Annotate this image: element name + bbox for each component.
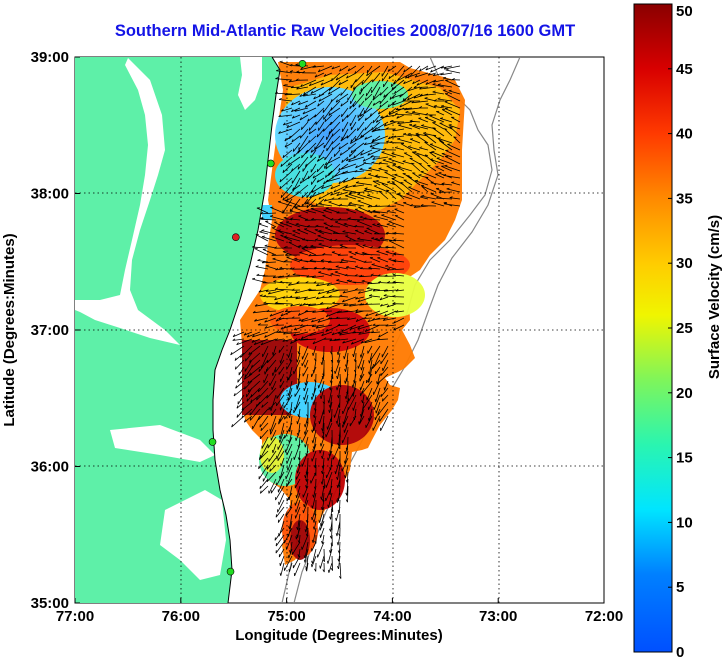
colorbar-tick-label: 40 [676,126,693,143]
delaware-bay [238,57,262,110]
colorbar-ticks: 0 5 10 15 20 25 30 35 40 45 50 [668,3,693,659]
x-tick-label: 73:00 [479,608,517,625]
chesapeake-bay [75,58,180,345]
radar-site-marker [208,438,217,446]
vector-arrows [230,60,461,579]
grid-lines [75,57,604,603]
x-tick-label: 77:00 [56,608,94,625]
x-tick-label: 72:00 [585,608,623,625]
colorbar-tick-label: 15 [676,450,693,467]
y-tick-label: 38:00 [31,186,69,203]
y-tick-label: 36:00 [31,459,69,476]
radar-site-marker [232,233,240,241]
colorbar-label: Surface Velocity (cm/s) [706,215,723,379]
x-tick-label: 76:00 [162,608,200,625]
y-tick-label: 39:00 [31,49,69,66]
radar-site-marker [226,567,235,576]
x-axis-ticks: 77:00 76:00 75:00 74:00 73:00 72:00 [56,598,623,625]
colorbar-tick-label: 10 [676,514,693,531]
y-tick-label: 35:00 [31,595,69,612]
colorbar-tick-label: 35 [676,190,693,207]
pamlico-sound [160,490,226,580]
radar-site-marker [298,60,307,68]
colorbar-tick-label: 20 [676,385,693,402]
y-axis-label: Latitude (Degrees:Minutes) [1,233,18,426]
x-axis-label: Longitude (Degrees:Minutes) [235,627,443,644]
albemarle-sound [110,425,215,462]
colorbar-tick-label: 45 [676,61,693,78]
coastline [212,57,281,603]
land-mass [75,57,280,603]
radar-sites [208,60,307,576]
colorbar [633,3,673,653]
y-axis-ticks: 35:00 36:00 37:00 38:00 39:00 [31,49,80,612]
x-tick-label: 75:00 [267,608,305,625]
map-title: Southern Mid-Atlantic Raw Velocities 200… [114,22,576,40]
colorbar-tick-label: 5 [676,579,684,596]
colorbar-tick-label: 30 [676,255,693,272]
radar-site-marker [266,159,275,168]
y-tick-label: 37:00 [31,322,69,339]
velocity-vectors [230,60,461,579]
colorbar-tick-label: 25 [676,320,693,337]
x-tick-label: 74:00 [373,608,411,625]
colorbar-tick-label: 0 [676,644,684,659]
colorbar-tick-label: 50 [676,3,693,20]
